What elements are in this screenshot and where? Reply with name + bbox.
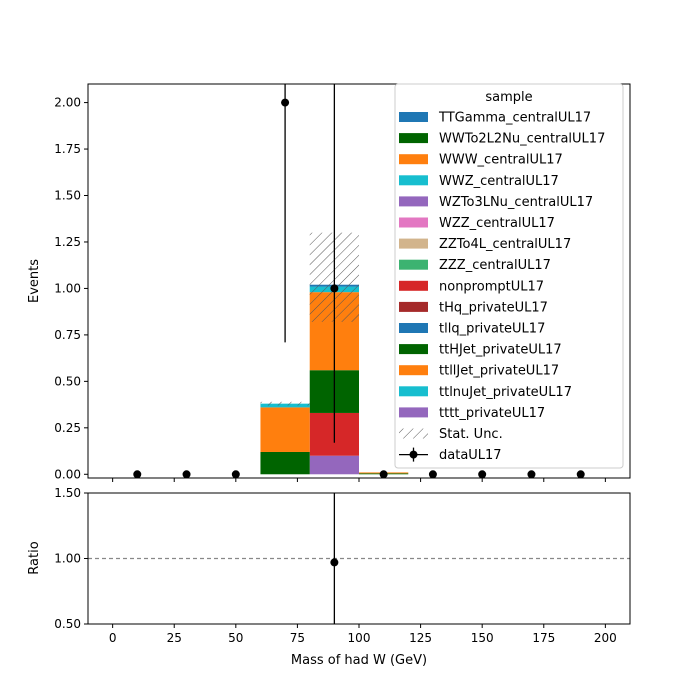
main-y-axis-label: Events — [27, 259, 42, 303]
legend-label: WWZ_centralUL17 — [439, 174, 559, 189]
legend-swatch — [399, 301, 428, 312]
legend-label: WZTo3LNu_centralUL17 — [439, 195, 593, 210]
main-y-tick-label: 0.00 — [54, 467, 81, 481]
data-point — [231, 470, 240, 478]
legend-swatch — [399, 259, 428, 270]
main-y-tick-label: 1.75 — [54, 142, 81, 156]
ratio-y-tick-label: 0.50 — [54, 617, 81, 631]
data-point — [379, 470, 388, 478]
data-point — [133, 470, 142, 478]
main-y-tick-label: 0.25 — [54, 421, 81, 435]
data-point — [527, 470, 536, 478]
legend-swatch — [399, 133, 428, 144]
legend-swatch-data-marker — [409, 450, 418, 459]
legend-label: WZZ_centralUL17 — [439, 216, 555, 231]
legend-swatch — [399, 112, 428, 122]
legend-label: dataUL17 — [439, 448, 502, 463]
legend-label: tttt_privateUL17 — [439, 406, 545, 421]
legend-swatch — [399, 344, 428, 355]
legend-swatch — [399, 175, 428, 186]
bar-tttt_privateUL17 — [309, 455, 359, 475]
x-axis-label: Mass of had W (GeV) — [291, 653, 427, 668]
ratio-plot-frame — [87, 492, 631, 625]
legend-box — [394, 83, 624, 469]
x-tick-label: 0 — [109, 631, 117, 645]
legend-label: ttlnuJet_privateUL17 — [439, 385, 572, 400]
data-point — [281, 98, 290, 107]
legend-swatch — [399, 238, 428, 249]
ratio-y-axis-label: Ratio — [27, 541, 42, 574]
x-tick-label: 175 — [532, 631, 555, 645]
legend-swatch — [399, 407, 428, 418]
legend-label: ttHJet_privateUL17 — [439, 343, 562, 358]
main-y-tick-label: 1.00 — [54, 281, 81, 295]
legend-label: TTGamma_centralUL17 — [438, 111, 591, 126]
legend-swatch — [399, 323, 428, 333]
legend-label: ZZTo4L_centralUL17 — [439, 237, 571, 252]
ratio-y-tick-label: 1.50 — [54, 486, 81, 500]
bar-ttllJet_privateUL17 — [260, 407, 310, 452]
ratio-y-tick-label: 1.00 — [54, 552, 81, 566]
legend-swatch — [399, 386, 428, 397]
legend-label: tllq_privateUL17 — [439, 322, 545, 337]
x-tick-label: 150 — [471, 631, 494, 645]
x-tick-label: 50 — [228, 631, 243, 645]
ratio-point — [330, 558, 339, 567]
x-tick-label: 125 — [409, 631, 432, 645]
bar-ttHJet_privateUL17 — [260, 451, 310, 475]
ratio-plot-panel: 0.50 1.00 1.50 0 25 50 75 100 125 150 175 200 Rati… — [27, 486, 631, 668]
data-point — [182, 470, 191, 478]
x-tick-label: 100 — [348, 631, 371, 645]
legend: sample TTGamma_centralUL17 WWTo2L2Nu_centr… — [394, 83, 624, 469]
data-point — [330, 284, 339, 293]
legend-label: tHq_privateUL17 — [439, 300, 548, 315]
main-y-tick-label: 0.75 — [54, 328, 81, 342]
x-tick-label: 25 — [167, 631, 182, 645]
legend-label: nonpromptUL17 — [439, 279, 544, 294]
main-y-tick-label: 1.25 — [54, 235, 81, 249]
legend-label: Stat. Unc. — [439, 427, 503, 442]
main-y-tick-label: 0.50 — [54, 374, 81, 388]
legend-swatch — [399, 365, 428, 376]
legend-label: WWTo2L2Nu_centralUL17 — [439, 132, 605, 147]
x-tick-label: 200 — [594, 631, 617, 645]
legend-swatch — [399, 217, 428, 228]
legend-label: WWW_centralUL17 — [439, 153, 563, 168]
main-plot-panel: 0.00 0.25 0.50 0.75 1.00 1.25 1.50 1.75 2.00 Eve… — [27, 83, 631, 482]
legend-label: ttllJet_privateUL17 — [439, 364, 559, 379]
legend-swatch-stat-unc — [399, 428, 428, 439]
main-y-tick-label: 1.50 — [54, 189, 81, 203]
data-point — [576, 470, 585, 478]
legend-label: ZZZ_centralUL17 — [439, 258, 551, 273]
data-point — [478, 470, 487, 478]
main-y-tick-label: 2.00 — [54, 96, 81, 110]
stat-unc-band — [260, 401, 310, 406]
data-point — [428, 470, 437, 478]
legend-swatch — [399, 196, 428, 207]
legend-swatch — [399, 154, 428, 165]
legend-swatch — [399, 280, 428, 291]
x-tick-label: 75 — [290, 631, 305, 645]
legend-title: sample — [485, 90, 532, 105]
